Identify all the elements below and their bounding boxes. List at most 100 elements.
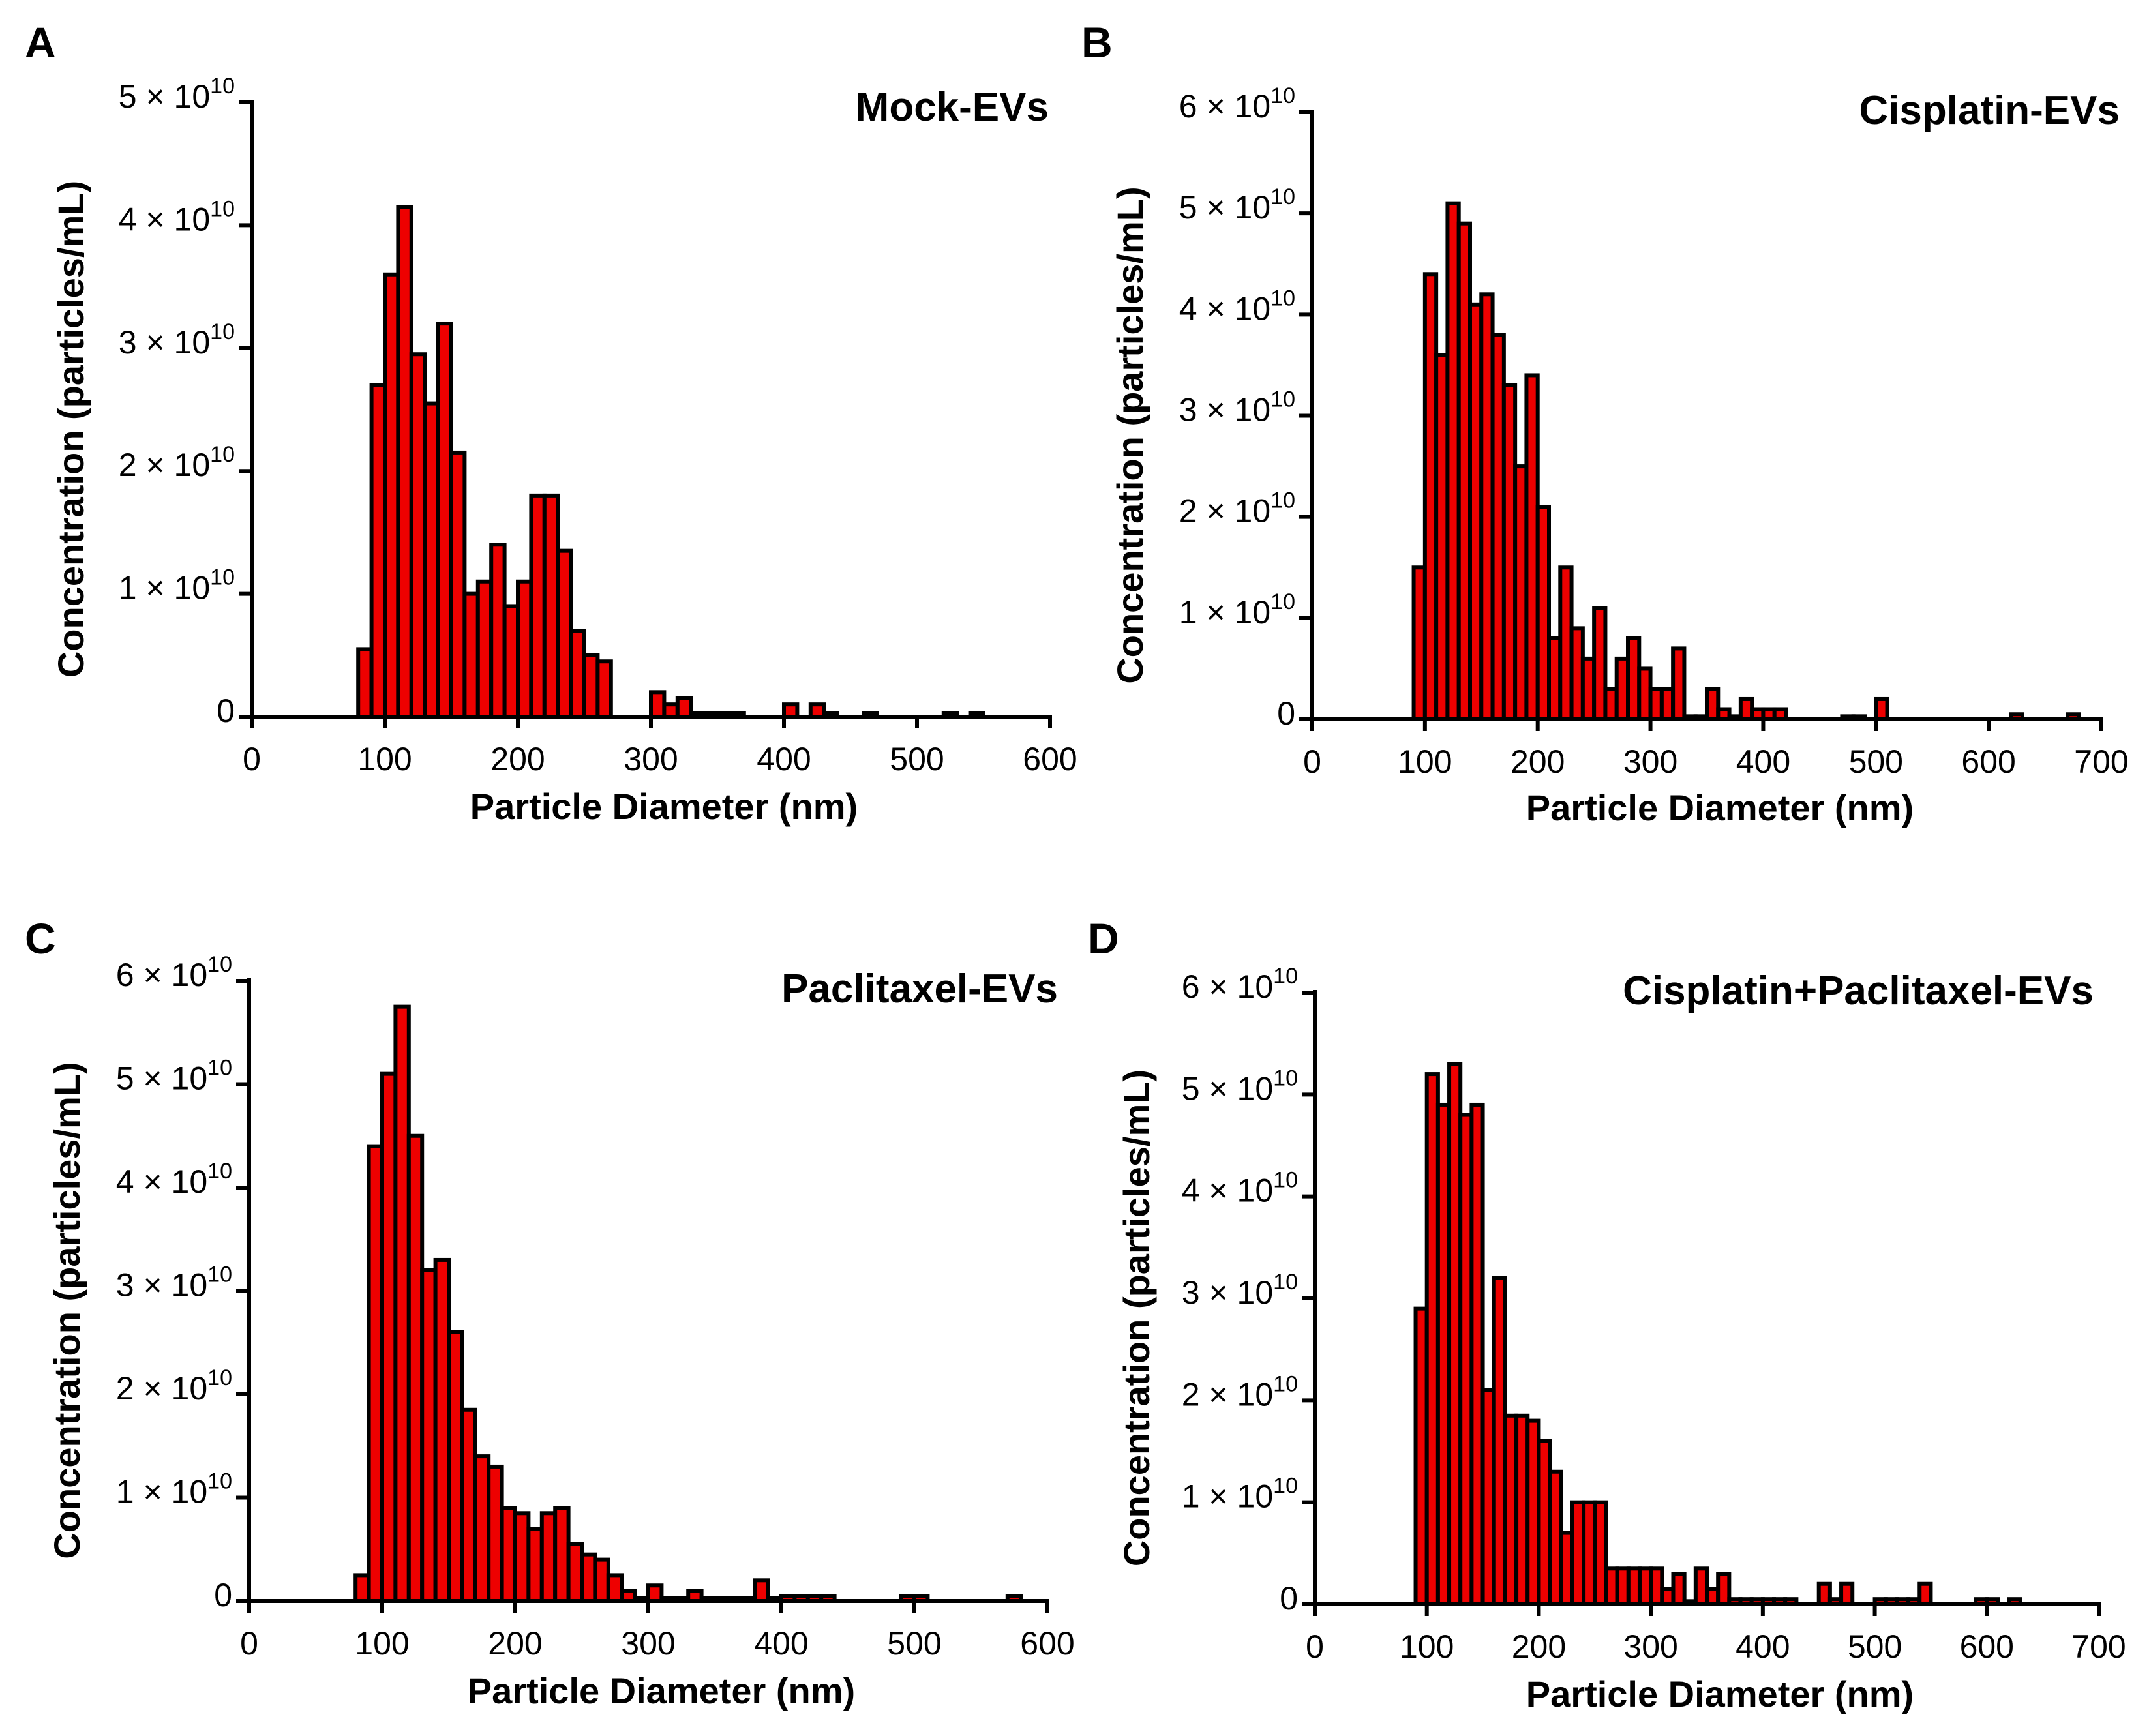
chart-title: Mock-EVs [856,85,1049,130]
chart-panel-a: 0 100 200 300 400 500 600 0 1 × 1010 2 × 1010 3 × … [25,18,1077,827]
histogram-bar [580,1552,597,1604]
histogram-bar [569,629,586,719]
x-tick-label: 300 [1623,1628,1677,1665]
chart-panel-b: 0 100 200 300 400 500 600 700 0 1 × 1010 2 × 1010 3… [1081,18,2129,828]
y-tick-label: 3 × 1010 [116,1263,232,1304]
x-tick-label: 600 [1960,1628,2014,1665]
x-axis-label: Particle Diameter (nm) [1526,787,1914,828]
x-tick-label: 0 [1306,1628,1324,1665]
x-tick-label: 400 [757,741,811,777]
x-tick-label: 400 [1736,1628,1790,1665]
y-tick-label: 1 × 1010 [119,565,235,606]
x-tick-label: 100 [1400,1628,1454,1665]
y-tick-label: 0 [1280,1580,1298,1617]
chart-title: Paclitaxel-EVs [781,966,1058,1011]
y-axis-label: Concentration (particles/mL) [1109,187,1150,683]
x-tick-label: 0 [243,741,261,777]
y-tick-label: 0 [217,693,235,729]
panel-letter: C [25,914,56,963]
histogram-bar [753,1578,770,1604]
histogram-bar [383,272,400,719]
x-tick-label: 100 [1398,743,1452,780]
x-tick-label: 200 [488,1625,542,1662]
histogram-bar [529,493,547,719]
x-tick-label: 0 [240,1625,258,1662]
y-tick-label: 5 × 1010 [1179,185,1295,226]
panel-letter: B [1081,18,1113,67]
histogram-bar [542,493,560,719]
x-tick-label: 500 [887,1625,941,1662]
y-axis-label: Concentration (particles/mL) [1116,1070,1157,1566]
x-tick-label: 700 [2071,1628,2126,1665]
y-tick-label: 1 × 1010 [116,1469,232,1510]
panel-letter: D [1088,914,1119,963]
y-tick-label: 2 × 1010 [1182,1371,1298,1413]
histogram-bar [356,647,374,719]
histogram-bar [487,1464,504,1603]
y-tick-label: 2 × 1010 [116,1366,232,1407]
histogram-bar [649,690,667,719]
x-axis-label: Particle Diameter (nm) [470,786,858,827]
chart-title: Cisplatin-EVs [1859,88,2120,133]
y-tick-label: 3 × 1010 [1182,1270,1298,1311]
histogram-bar [593,1557,610,1604]
histogram-bar [436,322,453,719]
bar-series [1413,1062,2022,1607]
histogram-bar [460,1407,477,1603]
x-tick-label: 500 [1849,743,1903,780]
x-tick-label: 600 [1020,1625,1074,1662]
histogram-bar [449,450,467,719]
chart-panel-d: 0 100 200 300 400 500 600 700 0 1 × 1010 2 × 1010 3… [1088,914,2126,1714]
histogram-bar [1839,1581,1855,1607]
y-tick-label: 4 × 1010 [1179,286,1295,327]
bar-series [1411,201,2081,722]
histogram-bar [513,1511,531,1603]
histogram-bar [406,1133,425,1603]
histogram-bar [420,1268,438,1604]
histogram-bar [646,1583,664,1604]
x-tick-label: 500 [1848,1628,1902,1665]
y-tick-label: 1 × 1010 [1179,590,1295,631]
histogram-bar [502,604,520,719]
y-tick-label: 4 × 1010 [116,1159,232,1200]
x-tick-label: 400 [1736,743,1790,780]
histogram-bar [380,1071,398,1603]
y-tick-label: 6 × 1010 [116,952,232,993]
histogram-bar [473,1454,491,1604]
histogram-bar [367,1144,384,1603]
bar-series [353,1004,1023,1604]
x-tick-label: 600 [1023,741,1077,777]
histogram-bar [595,659,613,719]
x-tick-label: 600 [1961,743,2015,780]
x-tick-label: 400 [754,1625,808,1662]
histogram-bar [1917,1581,1933,1607]
histogram-bar [369,383,387,719]
x-tick-label: 300 [624,741,678,777]
histogram-bar [393,1004,411,1603]
histogram-bar [396,205,413,719]
y-tick-label: 6 × 1010 [1182,964,1298,1005]
y-tick-label: 3 × 1010 [1179,387,1295,428]
histogram-bar [353,1573,371,1603]
y-tick-label: 5 × 1010 [1182,1066,1298,1107]
x-axis-label: Particle Diameter (nm) [468,1670,855,1711]
x-tick-label: 300 [621,1625,675,1662]
x-tick-label: 200 [1512,1628,1566,1665]
y-tick-label: 5 × 1010 [119,74,235,115]
histogram-bar [566,1542,584,1603]
histogram-bar [1671,646,1687,722]
y-tick-label: 3 × 1010 [119,320,235,361]
histogram-bar [606,1573,624,1603]
y-tick-label: 1 × 1010 [1182,1474,1298,1515]
x-tick-label: 100 [357,741,412,777]
histogram-bar [675,696,693,719]
y-tick-label: 0 [214,1577,232,1613]
histogram-bar [516,579,533,719]
histogram-bar [539,1511,558,1603]
y-tick-label: 2 × 1010 [119,442,235,483]
y-tick-label: 2 × 1010 [1179,488,1295,530]
histogram-bar [489,543,507,719]
histogram-bar [526,1527,544,1604]
chart-panel-c: 0 100 200 300 400 500 600 0 1 × 1010 2 × 1010 3 × … [25,914,1075,1711]
